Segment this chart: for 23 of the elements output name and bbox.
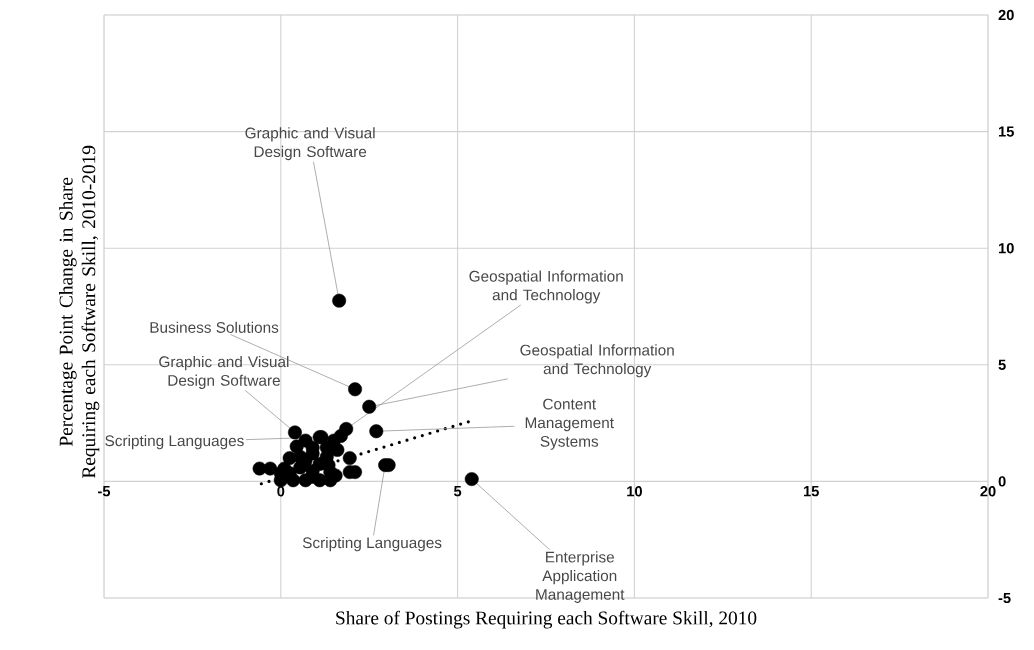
x-tick-label: 5 xyxy=(453,486,462,497)
y-tick-label: 0 xyxy=(998,476,1006,487)
annotation: Scripting Languages xyxy=(105,434,244,450)
x-axis-title: Share of Postings Requiring each Software Skill, 2010 xyxy=(336,610,757,629)
x-tick-label: 0 xyxy=(277,486,285,497)
y-tick-label: 5 xyxy=(998,359,1006,370)
x-tick-label: -5 xyxy=(98,486,111,497)
y-axis-title: Percentage Point Change in Share Requiring each Software Skill, 2010-2019 xyxy=(59,145,100,478)
x-tick-label: 10 xyxy=(627,486,642,497)
y-tick-label: -5 xyxy=(998,592,1011,604)
y-tick-label: 10 xyxy=(998,243,1014,254)
annotation: Business Solutions xyxy=(150,321,279,333)
y-tick-label: 20 xyxy=(998,9,1014,21)
annotation: Enterprise Application Management xyxy=(536,551,625,603)
annotation: Geospatial Information and Technology xyxy=(520,344,674,378)
annotation: Content Management Systems xyxy=(525,398,614,450)
x-tick-label: 15 xyxy=(803,486,819,497)
annotation: Graphic and Visual Design Software xyxy=(159,355,289,389)
annotation: Graphic and Visual Design Software xyxy=(245,127,375,161)
y-tick-label: 15 xyxy=(998,126,1014,137)
x-tick-label: 20 xyxy=(980,486,996,497)
annotation: Geospatial Information and Technology xyxy=(469,270,623,304)
annotation: Scripting Languages xyxy=(302,536,442,552)
